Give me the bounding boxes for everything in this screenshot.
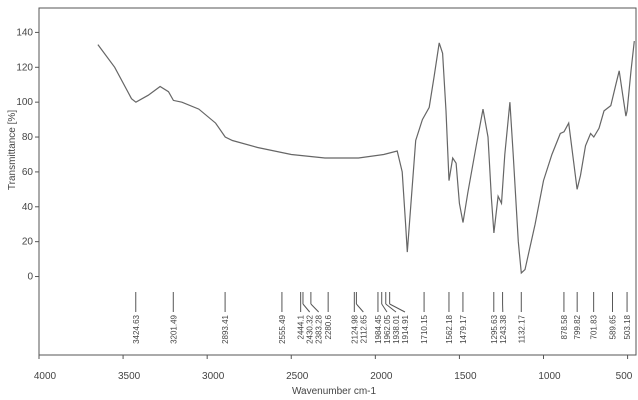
x-tick-label: 4000 xyxy=(34,371,57,382)
x-tick-label: 3000 xyxy=(202,371,225,382)
y-axis-label: Transmittance [%] xyxy=(7,110,18,190)
x-axis-label: Wavenumber cm-1 xyxy=(292,386,377,397)
peak-label: 2124.98 xyxy=(350,314,359,343)
peak-label: 1710.15 xyxy=(420,314,429,343)
peak-label: 799.82 xyxy=(573,314,582,339)
y-tick-label: 100 xyxy=(16,97,33,108)
peak-label: 1295.63 xyxy=(490,314,499,343)
y-tick-label: 40 xyxy=(22,202,34,213)
peak-label: 2430.32 xyxy=(306,314,315,343)
x-tick-label: 3500 xyxy=(118,371,141,382)
x-tick-label: 2000 xyxy=(370,371,393,382)
peak-label: 3424.63 xyxy=(132,314,141,343)
peak-connector xyxy=(310,303,320,313)
spectrum-line xyxy=(97,41,635,275)
peak-label: 2383.28 xyxy=(315,314,324,343)
peak-label: 2280.6 xyxy=(324,314,333,339)
peak-label: 701.83 xyxy=(590,314,599,339)
peak-connector xyxy=(381,303,388,313)
x-tick-label: 2500 xyxy=(286,371,309,382)
y-tick-label: 120 xyxy=(16,62,33,73)
peak-label: 2555.49 xyxy=(278,314,287,343)
peak-label: 1938.01 xyxy=(392,314,401,343)
x-tick-label: 1000 xyxy=(538,371,561,382)
peak-label: 1962.05 xyxy=(383,314,392,343)
plot-frame xyxy=(38,7,637,356)
peak-connector xyxy=(302,303,311,313)
peak-label: 1984.45 xyxy=(374,314,383,343)
x-tick-label: 1500 xyxy=(454,371,477,382)
y-tick-label: 20 xyxy=(22,237,34,248)
peak-label: 1243.38 xyxy=(499,314,508,343)
peak-connector xyxy=(389,303,406,313)
peak-label: 503.18 xyxy=(623,314,632,339)
peak-connector xyxy=(385,303,397,313)
peak-label: 878.58 xyxy=(560,314,569,339)
peak-label: 1914.91 xyxy=(401,314,410,343)
y-tick-label: 140 xyxy=(16,27,33,38)
peak-label: 2893.41 xyxy=(221,314,230,343)
peak-label: 1562.18 xyxy=(445,314,454,343)
peak-label: 589.65 xyxy=(609,314,618,339)
y-tick-label: 0 xyxy=(27,272,33,283)
peak-label: 1479.17 xyxy=(459,314,468,343)
y-tick-label: 80 xyxy=(22,132,34,143)
peak-label: 1132.17 xyxy=(517,314,526,343)
x-tick-label: 500 xyxy=(616,371,633,382)
peak-connector xyxy=(356,303,364,313)
y-tick-label: 60 xyxy=(22,167,34,178)
peak-label: 2444.1 xyxy=(297,314,306,339)
peak-label: 3201.49 xyxy=(169,314,178,343)
peak-label: 2112.65 xyxy=(359,314,368,343)
